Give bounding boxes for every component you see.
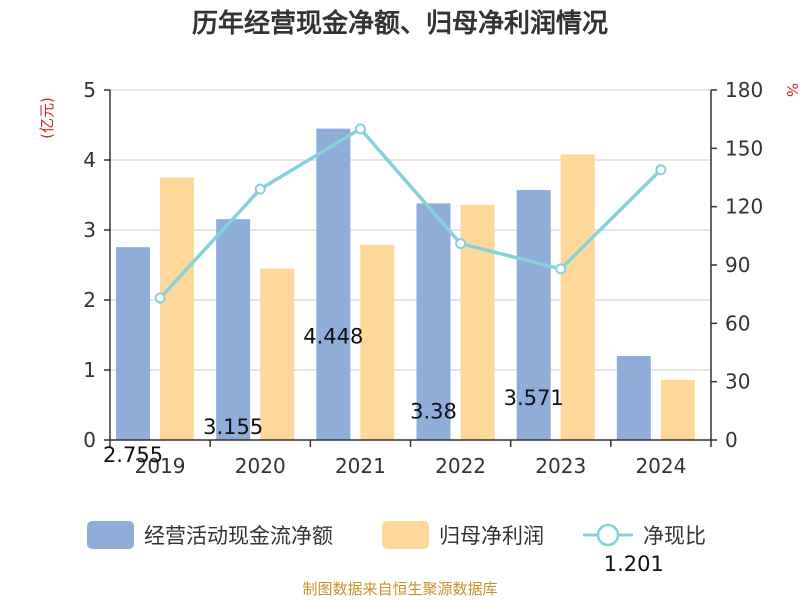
bar-profit-2021	[360, 244, 395, 440]
ratio-point-2024	[655, 164, 667, 176]
data-label-cashflow-2021: 4.448	[303, 325, 363, 349]
bar-profit-2019	[160, 177, 194, 440]
y-right-tick-label: 60	[725, 311, 750, 335]
grid-lines	[110, 89, 711, 371]
legend-label-profit: 归母净利润	[439, 524, 544, 548]
bar-cashflow-2019	[116, 247, 150, 440]
legend-label-ratio: 净现比	[643, 524, 706, 548]
x-tick-label-2023: 2023	[535, 454, 586, 478]
data-labels: 2.755 3.155 4.448 3.38 3.571 1.201	[103, 325, 664, 576]
y-left-tick-label: 2	[83, 288, 96, 312]
y-right-tick-label: 120	[725, 195, 763, 219]
y-right-tick-label: 180	[725, 78, 763, 102]
bar-profit-2020	[260, 268, 295, 440]
bars	[116, 128, 695, 440]
legend-swatch-profit	[382, 521, 429, 549]
bar-cashflow-2022	[416, 203, 451, 440]
ratio-line-series	[154, 123, 667, 304]
legend: 经营活动现金流净额 归母净利润 净现比	[87, 521, 706, 549]
x-tick-label-2024: 2024	[635, 454, 686, 478]
axes: 0 1 2 3 4 5 0 30 60 90 120 150 180 2019 2020 2021 2022 20…	[83, 78, 763, 478]
y-right-tick-label: 0	[725, 428, 738, 452]
bar-cashflow-2023	[516, 190, 551, 440]
y-left-tick-label: 1	[83, 358, 96, 382]
bar-cashflow-2020	[216, 219, 251, 440]
bar-profit-2024	[660, 379, 695, 440]
data-label-cashflow-2023: 3.571	[504, 386, 564, 410]
ratio-point-2021	[354, 123, 366, 135]
y-left-tick-label: 5	[83, 78, 96, 102]
source-note: 制图数据来自恒生聚源数据库	[302, 580, 497, 598]
data-label-cashflow-2022: 3.38	[410, 399, 457, 423]
bar-cashflow-2024	[616, 355, 651, 440]
y-right-tick-label: 150	[725, 136, 763, 160]
x-tick-label-2022: 2022	[435, 454, 486, 478]
y-right-tick-label: 90	[725, 253, 750, 277]
ratio-point-2020	[254, 183, 266, 195]
ratio-line	[158, 127, 663, 300]
ratio-point-2023	[555, 263, 567, 275]
data-label-cashflow-2020: 3.155	[203, 415, 263, 439]
legend-swatch-cashflow	[87, 521, 134, 549]
ratio-point-2022	[455, 238, 467, 250]
y-left-unit: (亿元)	[38, 97, 56, 139]
y-right-unit: %	[783, 83, 800, 97]
y-left-tick-label: 3	[83, 218, 96, 242]
data-label-cashflow-2024: 1.201	[604, 552, 664, 576]
y-left-tick-label: 4	[83, 148, 96, 172]
x-tick-label-2021: 2021	[335, 454, 386, 478]
legend-label-cashflow: 经营活动现金流净额	[144, 524, 333, 548]
y-left-tick-label: 0	[83, 428, 96, 452]
legend-marker-ratio	[596, 523, 620, 547]
bar-cashflow-2021	[316, 128, 351, 440]
ratio-point-2019	[154, 292, 166, 304]
chart-title: 历年经营现金净额、归母净利润情况	[192, 8, 608, 39]
bar-profit-2023	[560, 154, 595, 440]
bar-profit-2022	[460, 204, 495, 440]
x-tick-label-2019: 2019	[135, 454, 186, 478]
data-label-cashflow-2019: 2.755	[103, 443, 163, 467]
x-tick-label-2020: 2020	[235, 454, 286, 478]
y-right-tick-label: 30	[725, 370, 750, 394]
